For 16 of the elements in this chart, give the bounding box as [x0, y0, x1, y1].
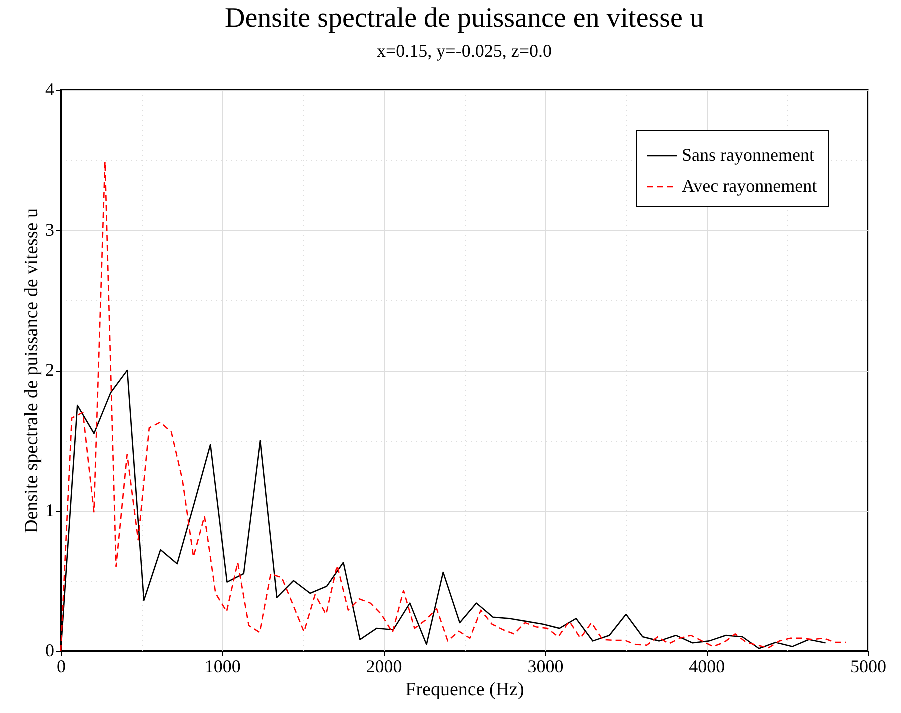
y-tick-label: 0 — [46, 640, 54, 660]
x-tick-label: 2000 — [366, 656, 402, 676]
chart-subtitle: x=0.15, y=-0.025, z=0.0 — [377, 41, 552, 61]
y-tick-label: 1 — [46, 500, 54, 520]
y-tick-label: 3 — [46, 220, 54, 240]
y-axis-title: Densite spectrale de puissance de vitesse u — [22, 208, 42, 534]
legend-label: Avec rayonnement — [682, 176, 818, 196]
y-tick-label: 2 — [46, 360, 54, 380]
legend-label: Sans rayonnement — [682, 145, 814, 165]
x-tick-label: 3000 — [528, 656, 564, 676]
chart-title: Densite spectrale de puissance en vitesse u — [225, 3, 704, 34]
x-axis-title: Frequence (Hz) — [406, 680, 524, 700]
x-tick-label: 1000 — [204, 656, 241, 676]
y-tick-label: 4 — [46, 80, 54, 100]
x-tick-label: 4000 — [689, 656, 726, 676]
x-tick-label: 5000 — [850, 656, 886, 676]
